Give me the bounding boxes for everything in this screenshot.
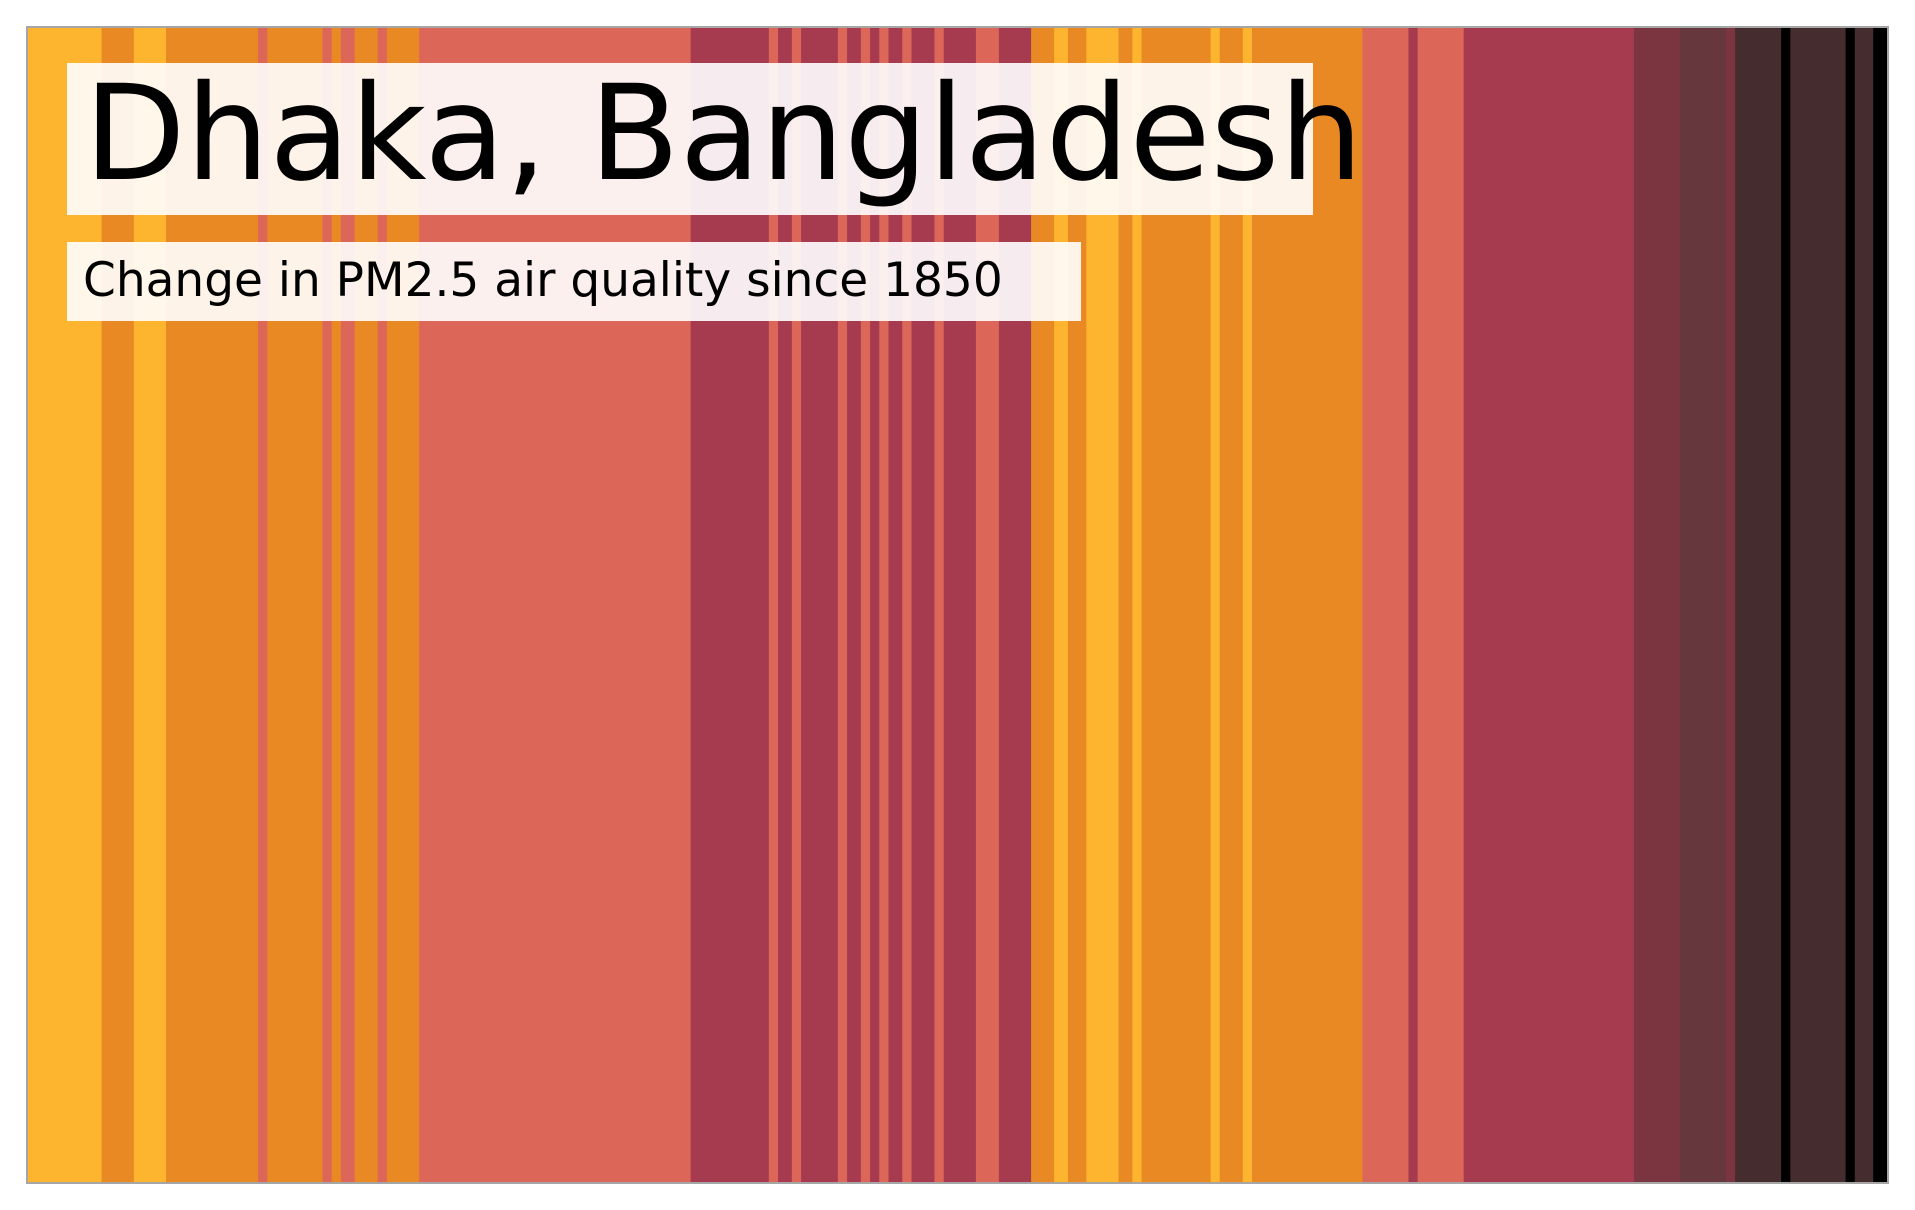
stripe-27 xyxy=(934,28,945,1182)
stripe-14 xyxy=(690,28,770,1182)
stripe-21 xyxy=(860,28,871,1182)
title-box xyxy=(67,63,1313,215)
subtitle-box xyxy=(67,242,1081,321)
stripe-38 xyxy=(1210,28,1221,1182)
stripe-36 xyxy=(1132,28,1143,1182)
plot-frame xyxy=(26,26,1889,1184)
stripe-6 xyxy=(267,28,324,1182)
stripe-51 xyxy=(1790,28,1847,1182)
stripe-39 xyxy=(1219,28,1244,1182)
stripe-group xyxy=(28,28,1888,1182)
stripe-37 xyxy=(1141,28,1212,1182)
stripe-25 xyxy=(902,28,913,1182)
stripe-3 xyxy=(133,28,167,1182)
stripe-28 xyxy=(943,28,977,1182)
stripe-54 xyxy=(1873,28,1888,1182)
stripe-17 xyxy=(791,28,802,1182)
stripe-34 xyxy=(1086,28,1120,1182)
stripe-7 xyxy=(322,28,333,1182)
stripe-35 xyxy=(1118,28,1133,1182)
stripe-4 xyxy=(166,28,259,1182)
stripe-15 xyxy=(768,28,779,1182)
stripe-30 xyxy=(998,28,1032,1182)
stripe-5 xyxy=(258,28,268,1182)
stripe-23 xyxy=(879,28,890,1182)
stripe-46 xyxy=(1633,28,1681,1182)
stripe-43 xyxy=(1408,28,1419,1182)
chart-subtitle: Change in PM2.5 air quality since 1850 xyxy=(83,253,1003,308)
stripe-41 xyxy=(1252,28,1364,1182)
stripe-49 xyxy=(1735,28,1782,1182)
stripe-42 xyxy=(1362,28,1410,1182)
stripe-18 xyxy=(801,28,839,1182)
stripe-44 xyxy=(1417,28,1465,1182)
stripe-19 xyxy=(837,28,848,1182)
stripe-53 xyxy=(1854,28,1874,1182)
stripe-22 xyxy=(870,28,880,1182)
stripe-47 xyxy=(1679,28,1727,1182)
stripe-8 xyxy=(331,28,342,1182)
stripe-11 xyxy=(377,28,388,1182)
stripe-40 xyxy=(1242,28,1253,1182)
chart-title: Dhaka, Bangladesh xyxy=(84,57,1363,211)
stripe-48 xyxy=(1725,28,1736,1182)
stripe-52 xyxy=(1845,28,1856,1182)
stripe-12 xyxy=(386,28,420,1182)
stripe-50 xyxy=(1781,28,1791,1182)
stripe-45 xyxy=(1463,28,1635,1182)
stripe-13 xyxy=(419,28,692,1182)
stripe-1 xyxy=(28,28,103,1182)
stripe-2 xyxy=(101,28,135,1182)
